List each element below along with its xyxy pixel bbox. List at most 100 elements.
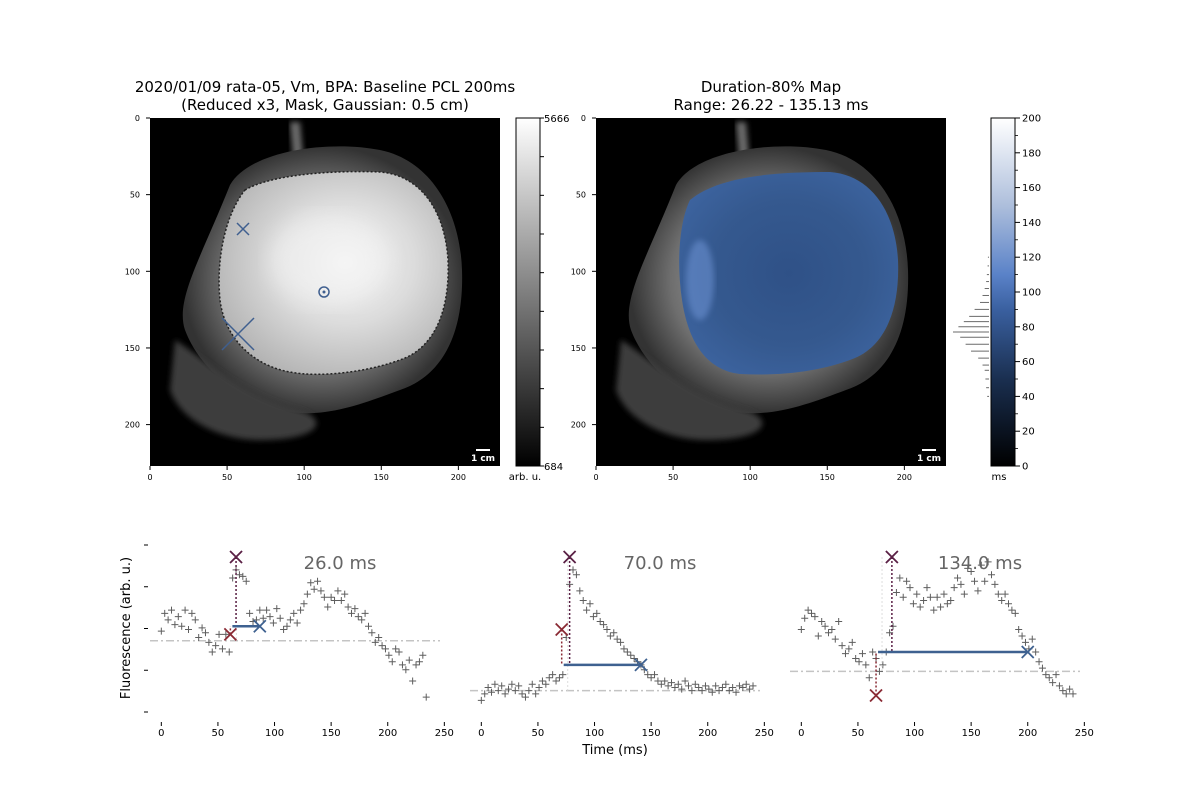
trace-point <box>933 593 941 601</box>
trace-point <box>831 635 839 643</box>
trace-point <box>286 616 294 624</box>
trace-point <box>256 606 264 614</box>
trace-xtick-label: 200 <box>378 728 397 739</box>
trace-point <box>266 613 274 621</box>
trace-point <box>620 645 628 653</box>
right-colorbar-tick-label: 40 <box>1022 392 1035 403</box>
trace-point <box>545 674 553 682</box>
right-image-ytick-label: 200 <box>571 421 586 430</box>
trace-point <box>718 683 726 691</box>
trace-point <box>954 574 962 582</box>
trace-activation-marker <box>223 627 238 641</box>
left-image-ytick-label: 50 <box>130 191 140 200</box>
trace-panel-3: 0 50 100 150 200 250 134.0 ms <box>790 550 1094 739</box>
trace-point <box>184 626 192 633</box>
trace-point <box>331 597 339 605</box>
pixel-marker-x-large[interactable] <box>221 317 255 351</box>
trace-point <box>705 685 713 693</box>
trace-point <box>198 624 206 632</box>
trace-point <box>188 609 196 617</box>
trace-point <box>364 622 372 630</box>
trace-panel-2: 0 50 100 150 200 250 70.0 ms <box>470 550 774 739</box>
trace-point <box>273 605 281 613</box>
trace-point <box>586 600 594 608</box>
trace-point <box>828 626 836 633</box>
trace-peak-marker <box>562 550 577 564</box>
trace-point <box>865 674 873 682</box>
right-colorbar-tick-label: 140 <box>1022 218 1041 229</box>
right-title-line2: Range: 26.22 - 135.13 ms <box>674 96 869 114</box>
trace-point <box>735 682 743 690</box>
trace-point <box>722 680 730 688</box>
right-colorbar: 0 20 40 60 80 100 120 140 160 180 200 ms <box>953 114 1041 483</box>
right-colorbar-tick-label: 180 <box>1022 148 1041 159</box>
left-title-line2: (Reduced x3, Mask, Gaussian: 0.5 cm) <box>181 96 469 114</box>
trace-ylabel: Fluorescence (arb. u.) <box>119 557 134 699</box>
trace-point <box>280 626 288 633</box>
trace-point <box>906 584 914 592</box>
right-colorbar-tick-label: 120 <box>1022 253 1041 264</box>
trace-point <box>1001 590 1009 598</box>
trace-point <box>984 558 992 566</box>
pixel-marker-circle[interactable] <box>318 286 330 298</box>
trace-point <box>218 645 226 653</box>
trace-end-marker <box>634 658 648 672</box>
right-colorbar-ticks: 0 20 40 60 80 100 120 140 160 180 200 <box>1015 114 1041 473</box>
trace-point <box>674 680 682 688</box>
trace-xtick-label: 50 <box>212 728 225 739</box>
trace-xtick-label: 250 <box>755 728 774 739</box>
trace-point <box>422 693 430 701</box>
trace-point <box>600 621 608 629</box>
left-image-xtick-label: 0 <box>147 473 152 482</box>
right-image-ytick-label: 100 <box>571 267 586 276</box>
trace-point <box>208 648 216 656</box>
trace-point <box>276 614 284 622</box>
trace-point <box>348 609 356 617</box>
trace-point <box>300 600 308 608</box>
trace-point <box>1062 690 1070 698</box>
trace-point <box>899 593 907 601</box>
trace-xtick-label: 50 <box>532 728 545 739</box>
trace-xtick-label: 0 <box>158 728 164 739</box>
trace-point <box>950 584 958 592</box>
trace-point <box>943 600 951 608</box>
trace-point <box>916 603 924 611</box>
pixel-marker-x-small[interactable] <box>236 222 250 236</box>
trace-point <box>892 588 900 596</box>
trace-point <box>195 634 203 642</box>
trace-point <box>314 577 322 585</box>
duration-histogram <box>953 256 989 397</box>
right-colorbar-tick-label: 20 <box>1022 427 1035 438</box>
trace-point <box>974 587 982 595</box>
trace-point <box>1052 671 1060 679</box>
trace-point <box>358 616 366 624</box>
trace-point <box>528 680 536 688</box>
trace-point <box>797 626 805 633</box>
trace-point <box>572 571 580 579</box>
trace-point <box>623 648 631 656</box>
fluorescence-image-panel: 1 cm <box>150 118 500 466</box>
bright-spot <box>270 215 390 305</box>
left-image-ytick-label: 200 <box>125 421 140 430</box>
left-image-xtick-label: 200 <box>451 473 466 482</box>
trace-point <box>808 609 816 617</box>
trace-point <box>1055 682 1063 690</box>
trace-point <box>1021 638 1029 646</box>
trace-point <box>1004 600 1012 608</box>
right-colorbar-tick-label: 0 <box>1022 462 1028 473</box>
trace-point <box>957 580 965 588</box>
trace-point <box>555 674 563 682</box>
trace-point <box>746 685 754 693</box>
trace-point <box>811 613 819 621</box>
trace-point <box>263 606 271 614</box>
trace-point <box>518 690 526 698</box>
trace-point <box>988 571 996 579</box>
right-colorbar-gradient <box>990 117 1016 467</box>
trace-xtick-label: 150 <box>962 728 981 739</box>
trace-peak-marker <box>885 550 899 564</box>
long-duration-edge <box>686 240 714 320</box>
trace-point <box>535 683 543 691</box>
tissue-lower <box>170 340 317 440</box>
trace-point <box>657 680 665 688</box>
right-colorbar-tick-label: 160 <box>1022 183 1041 194</box>
